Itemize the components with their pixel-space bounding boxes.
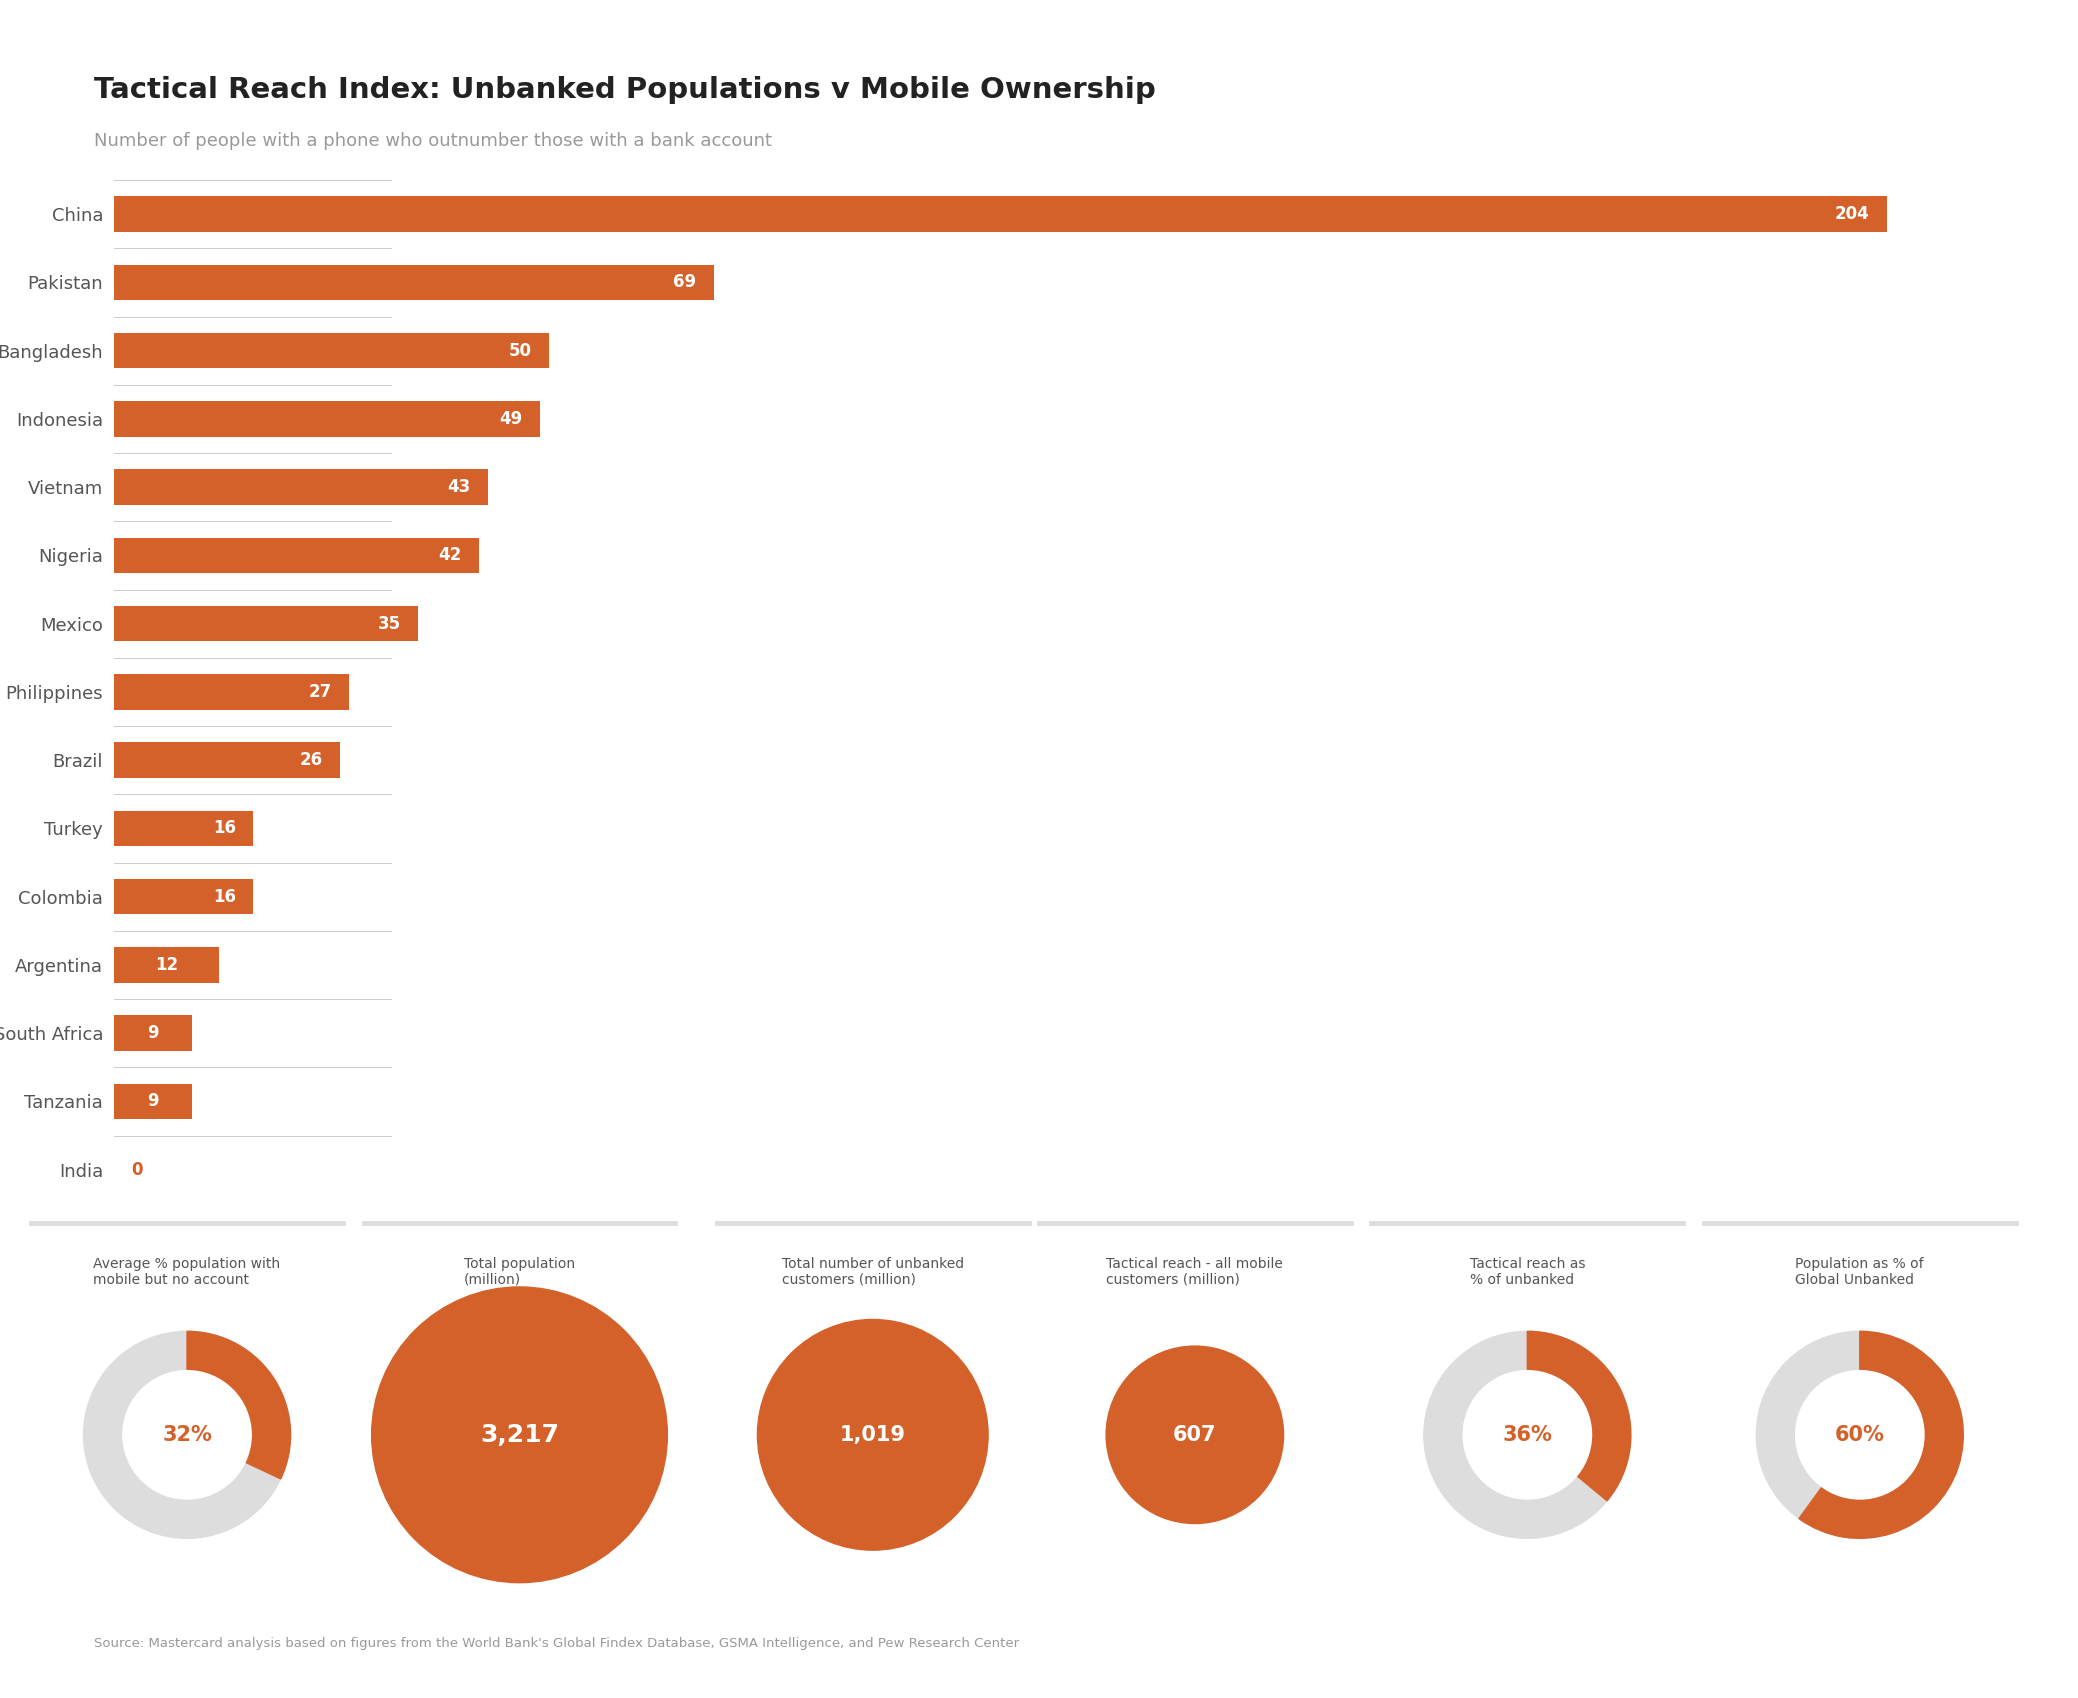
Text: 9: 9 <box>148 1024 160 1043</box>
Text: Average % population with
mobile but no account: Average % population with mobile but no … <box>94 1257 281 1287</box>
Text: Total population
(million): Total population (million) <box>463 1257 576 1287</box>
Bar <box>114 265 715 301</box>
Wedge shape <box>1527 1331 1631 1501</box>
Text: 0: 0 <box>131 1161 143 1178</box>
Text: 16: 16 <box>212 820 237 837</box>
Bar <box>114 538 480 574</box>
Text: Population as % of
Global Unbanked: Population as % of Global Unbanked <box>1795 1257 1924 1287</box>
Text: 12: 12 <box>156 956 179 975</box>
Bar <box>114 401 540 436</box>
Bar <box>114 947 218 983</box>
Text: 1,019: 1,019 <box>840 1425 906 1445</box>
Wedge shape <box>187 1331 291 1479</box>
Text: 60%: 60% <box>1835 1425 1885 1445</box>
Text: 69: 69 <box>673 273 696 292</box>
Bar <box>114 742 341 778</box>
Circle shape <box>372 1287 667 1583</box>
Text: 607: 607 <box>1174 1425 1216 1445</box>
Bar <box>114 1083 193 1119</box>
Bar <box>114 197 1887 233</box>
Circle shape <box>123 1370 251 1499</box>
Text: 42: 42 <box>438 547 461 564</box>
Circle shape <box>756 1319 989 1550</box>
Circle shape <box>1756 1331 1964 1538</box>
Circle shape <box>1423 1331 1631 1538</box>
Bar <box>114 333 549 368</box>
Circle shape <box>1463 1370 1592 1499</box>
Text: 16: 16 <box>212 888 237 905</box>
Bar <box>114 469 488 504</box>
Text: 49: 49 <box>499 409 524 428</box>
Wedge shape <box>1800 1331 1964 1538</box>
Text: 50: 50 <box>509 341 532 360</box>
Text: Total number of unbanked
customers (million): Total number of unbanked customers (mill… <box>781 1257 964 1287</box>
Text: 43: 43 <box>447 479 470 496</box>
Text: 3,217: 3,217 <box>480 1423 559 1447</box>
Text: 9: 9 <box>148 1092 160 1110</box>
Bar <box>114 606 418 642</box>
Bar <box>114 1015 193 1051</box>
Circle shape <box>1105 1347 1284 1523</box>
Bar <box>114 674 349 710</box>
Circle shape <box>1795 1370 1924 1499</box>
Text: 36%: 36% <box>1502 1425 1552 1445</box>
Bar <box>114 810 254 846</box>
Text: Tactical reach - all mobile
customers (million): Tactical reach - all mobile customers (m… <box>1105 1257 1284 1287</box>
Text: 204: 204 <box>1835 205 1870 222</box>
Text: 27: 27 <box>308 683 332 701</box>
Text: 35: 35 <box>378 615 401 633</box>
Text: 26: 26 <box>299 751 322 769</box>
Circle shape <box>83 1331 291 1538</box>
Text: Source: Mastercard analysis based on figures from the World Bank's Global Findex: Source: Mastercard analysis based on fig… <box>94 1637 1018 1650</box>
Text: Tactical Reach Index: Unbanked Populations v Mobile Ownership: Tactical Reach Index: Unbanked Populatio… <box>94 76 1155 104</box>
Bar <box>114 880 254 915</box>
Text: Number of people with a phone who outnumber those with a bank account: Number of people with a phone who outnum… <box>94 132 771 151</box>
Text: Tactical reach as
% of unbanked: Tactical reach as % of unbanked <box>1469 1257 1586 1287</box>
Text: 32%: 32% <box>162 1425 212 1445</box>
